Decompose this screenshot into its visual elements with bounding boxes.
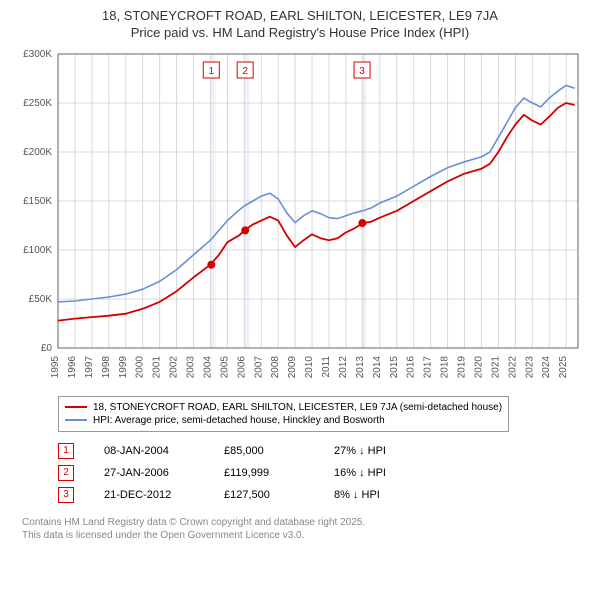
marker-row-1: 1 08-JAN-2004 £85,000 27% ↓ HPI — [58, 440, 590, 462]
legend-row-hpi: HPI: Average price, semi-detached house,… — [65, 414, 502, 427]
legend-row-property: 18, STONEYCROFT ROAD, EARL SHILTON, LEIC… — [65, 401, 502, 414]
svg-text:2007: 2007 — [253, 355, 264, 378]
marker-date-2: 27-JAN-2006 — [104, 467, 194, 479]
svg-text:2011: 2011 — [321, 355, 332, 377]
svg-text:2020: 2020 — [473, 355, 484, 378]
marker-pct-1: 27% ↓ HPI — [334, 445, 434, 457]
legend-swatch-hpi — [65, 419, 87, 421]
svg-text:1: 1 — [209, 66, 215, 77]
markers-table: 1 08-JAN-2004 £85,000 27% ↓ HPI 2 27-JAN… — [58, 440, 590, 506]
svg-text:£100K: £100K — [23, 245, 52, 256]
svg-text:£50K: £50K — [29, 294, 53, 305]
chart-container: 18, STONEYCROFT ROAD, EARL SHILTON, LEIC… — [0, 0, 600, 548]
svg-text:1996: 1996 — [67, 355, 78, 378]
svg-text:1997: 1997 — [84, 355, 95, 378]
svg-text:2025: 2025 — [558, 355, 569, 378]
svg-text:1995: 1995 — [50, 355, 61, 378]
svg-text:£200K: £200K — [23, 147, 52, 158]
svg-text:£250K: £250K — [23, 98, 52, 109]
marker-row-3: 3 21-DEC-2012 £127,500 8% ↓ HPI — [58, 484, 590, 506]
marker-price-1: £85,000 — [224, 445, 304, 457]
marker-price-2: £119,999 — [224, 467, 304, 479]
svg-text:2010: 2010 — [304, 355, 315, 378]
svg-text:2001: 2001 — [152, 355, 163, 378]
svg-text:2000: 2000 — [135, 355, 146, 378]
svg-text:2016: 2016 — [406, 355, 417, 378]
footer-line-2: This data is licensed under the Open Gov… — [22, 529, 590, 542]
marker-date-3: 21-DEC-2012 — [104, 489, 194, 501]
title-block: 18, STONEYCROFT ROAD, EARL SHILTON, LEIC… — [10, 8, 590, 42]
svg-text:2006: 2006 — [236, 355, 247, 378]
svg-text:1999: 1999 — [118, 355, 129, 378]
svg-text:2024: 2024 — [541, 355, 552, 378]
svg-text:2005: 2005 — [219, 355, 230, 378]
svg-text:2021: 2021 — [490, 355, 501, 378]
svg-text:3: 3 — [359, 66, 365, 77]
svg-text:2014: 2014 — [372, 355, 383, 378]
svg-text:2019: 2019 — [457, 355, 468, 378]
svg-text:2: 2 — [242, 66, 248, 77]
svg-text:£150K: £150K — [23, 196, 52, 207]
svg-text:2017: 2017 — [423, 355, 434, 378]
footer: Contains HM Land Registry data © Crown c… — [22, 516, 590, 542]
legend-swatch-property — [65, 406, 87, 408]
marker-badge-3: 3 — [58, 487, 74, 503]
marker-badge-2: 2 — [58, 465, 74, 481]
marker-row-2: 2 27-JAN-2006 £119,999 16% ↓ HPI — [58, 462, 590, 484]
svg-text:2023: 2023 — [524, 355, 535, 378]
marker-date-1: 08-JAN-2004 — [104, 445, 194, 457]
svg-text:£300K: £300K — [23, 49, 52, 60]
footer-line-1: Contains HM Land Registry data © Crown c… — [22, 516, 590, 529]
chart-plot: £0 £50K £100K £150K £200K £250K £300K 1995 1996 1… — [10, 48, 590, 388]
legend-label-hpi: HPI: Average price, semi-detached house,… — [93, 415, 385, 426]
svg-text:2015: 2015 — [389, 355, 400, 378]
svg-text:2018: 2018 — [440, 355, 451, 378]
svg-text:2008: 2008 — [270, 355, 281, 378]
title-line-2: Price paid vs. HM Land Registry's House … — [10, 25, 590, 42]
legend: 18, STONEYCROFT ROAD, EARL SHILTON, LEIC… — [58, 396, 509, 432]
svg-text:2009: 2009 — [287, 355, 298, 378]
marker-badge-1: 1 — [58, 443, 74, 459]
svg-text:2012: 2012 — [338, 355, 349, 378]
marker-pct-3: 8% ↓ HPI — [334, 489, 434, 501]
title-line-1: 18, STONEYCROFT ROAD, EARL SHILTON, LEIC… — [10, 8, 590, 25]
svg-text:2022: 2022 — [507, 355, 518, 378]
legend-label-property: 18, STONEYCROFT ROAD, EARL SHILTON, LEIC… — [93, 402, 502, 413]
svg-text:2002: 2002 — [169, 355, 180, 378]
svg-text:2004: 2004 — [202, 355, 213, 378]
svg-text:2003: 2003 — [186, 355, 197, 378]
marker-pct-2: 16% ↓ HPI — [334, 467, 434, 479]
svg-text:1998: 1998 — [101, 355, 112, 378]
svg-text:£0: £0 — [41, 343, 53, 354]
svg-text:2013: 2013 — [355, 355, 366, 378]
marker-price-3: £127,500 — [224, 489, 304, 501]
